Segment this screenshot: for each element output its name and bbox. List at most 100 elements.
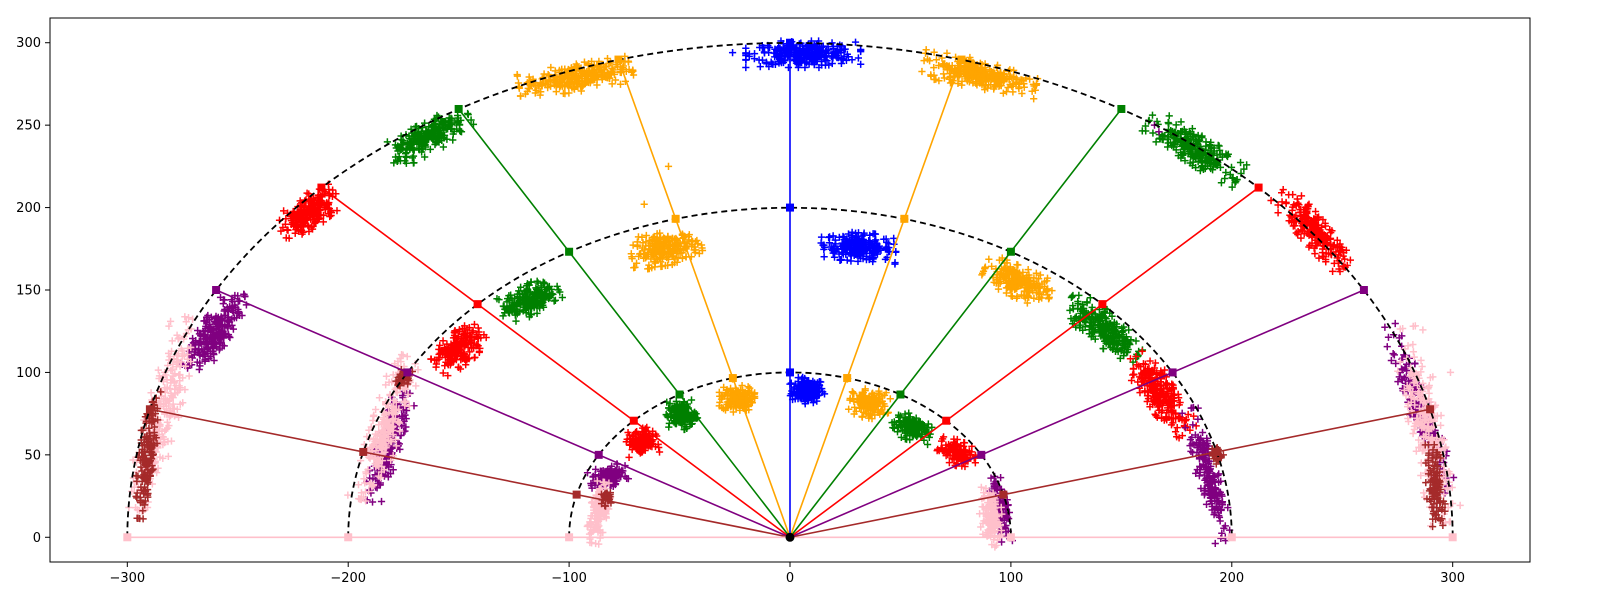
scatter-point: [854, 54, 863, 62]
scatter-point: [678, 254, 687, 263]
scatter-point: [813, 385, 821, 394]
scatter-point: [858, 412, 866, 421]
scatter-point: [830, 253, 839, 261]
scatter-point: [852, 229, 860, 237]
scatter-point: [758, 44, 767, 52]
scatter-point: [837, 46, 846, 54]
scatter-point: [834, 49, 842, 57]
scatter-point: [628, 253, 636, 261]
scatter-point: [857, 60, 865, 68]
scatter-point: [840, 52, 848, 60]
scatter-point: [720, 391, 728, 399]
scatter-point: [642, 242, 650, 250]
scatter-point: [846, 250, 855, 258]
scatter-point: [638, 233, 646, 241]
scatter-point: [880, 391, 889, 399]
scatter-point: [828, 39, 836, 47]
scatter-point: [848, 228, 856, 236]
scatter-point: [650, 232, 658, 241]
scatter-point: [834, 245, 842, 253]
scatter-point: [729, 408, 737, 416]
scatter-point: [748, 399, 756, 407]
scatter-point: [806, 54, 815, 62]
scatter-point: [795, 40, 803, 48]
scatter-point: [688, 242, 696, 250]
scatter-point: [755, 56, 763, 64]
scatter-point: [850, 410, 858, 418]
scatter-point: [839, 232, 847, 241]
scatter-point: [863, 245, 871, 253]
scatter-point: [775, 46, 783, 54]
scatter-point: [838, 248, 846, 257]
scatter-point: [756, 63, 764, 71]
scatter-point: [876, 390, 884, 398]
scatter-point: [860, 231, 868, 239]
scatter-point: [794, 373, 802, 382]
scatter-point: [720, 383, 728, 391]
scatter-point: [745, 52, 753, 60]
scatter-point: [869, 255, 877, 263]
scatter-point: [744, 383, 752, 391]
scatter-point: [891, 260, 899, 268]
scatter-point: [806, 382, 814, 390]
scatter-point: [691, 238, 700, 246]
scatter-point: [827, 245, 836, 253]
scatter-point: [818, 61, 826, 69]
scatter-point: [750, 50, 759, 58]
scatter-point: [820, 253, 828, 261]
scatter-point: [819, 241, 827, 249]
scatter-point: [631, 263, 639, 271]
scatter-point: [794, 63, 802, 72]
scatter-point: [798, 380, 806, 389]
scatter-point: [742, 49, 750, 57]
scatter-point: [801, 63, 809, 72]
scatter-point: [751, 389, 759, 397]
scatter-point: [787, 379, 795, 387]
scatter-point: [867, 402, 876, 410]
scatter-point: [851, 403, 859, 412]
scatter-point: [821, 47, 830, 56]
scatter-point: [802, 387, 810, 395]
scatter-point: [803, 394, 811, 402]
scatter-point: [633, 241, 641, 249]
scatter-point: [816, 378, 824, 386]
scatter-point: [878, 406, 886, 414]
scatter-point: [848, 246, 856, 254]
scatter-point: [854, 398, 862, 406]
scatter-point: [672, 249, 681, 257]
scatter-point: [882, 235, 890, 243]
scatter-point: [674, 254, 682, 262]
scatter-point: [846, 394, 854, 403]
scatter-point: [656, 229, 664, 237]
scatter-point: [828, 52, 836, 60]
scatter-point: [886, 395, 894, 403]
scatter-point: [729, 396, 738, 404]
scatter-point: [716, 392, 724, 400]
scatter-point: [837, 256, 845, 264]
scatter-point: [839, 250, 847, 258]
scatter-point: [732, 404, 740, 412]
scatter-point: [648, 251, 656, 259]
scatter-point: [668, 252, 677, 260]
scatter-point: [855, 246, 863, 254]
scatter-point: [856, 253, 865, 261]
scatter-point: [855, 235, 863, 243]
scatter-point: [793, 50, 801, 58]
scatter-point: [845, 405, 853, 413]
scatter-point: [872, 236, 880, 244]
scatter-point: [839, 56, 847, 64]
scatter-point: [728, 387, 736, 396]
scatter-point: [850, 390, 858, 398]
scatter-point: [829, 232, 837, 240]
scatter-point: [868, 390, 876, 398]
scatter-point: [870, 397, 878, 405]
scatter-point: [795, 58, 803, 66]
scatter-point: [724, 398, 732, 406]
scatter-point: [728, 395, 736, 404]
scatter-point: [857, 404, 865, 412]
scatter-point: [851, 38, 860, 46]
scatter-point: [875, 389, 883, 397]
scatter-point: [848, 56, 856, 64]
